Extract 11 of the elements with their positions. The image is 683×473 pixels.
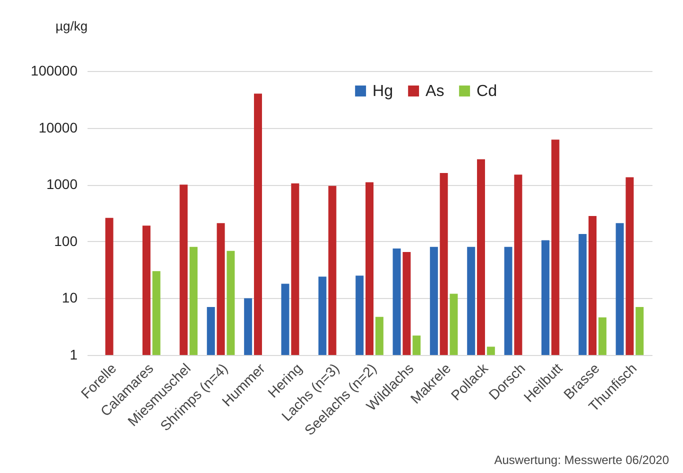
y-tick-label: 10 [62,290,78,306]
y-tick-label: 100 [54,232,78,249]
y-tick-label: 100000 [30,62,78,78]
legend-label: Hg [372,83,394,100]
text: Auswertung: Messwerte 06/2020 [494,453,669,467]
y-axis-title: µg/kg [56,18,88,34]
y-tick-label: 10000 [38,119,78,136]
y-tick-label: 1 [70,346,78,362]
legend-label: As [426,83,444,100]
legend-label: Cd [476,83,498,100]
y-tick-label: 1000 [46,176,78,192]
